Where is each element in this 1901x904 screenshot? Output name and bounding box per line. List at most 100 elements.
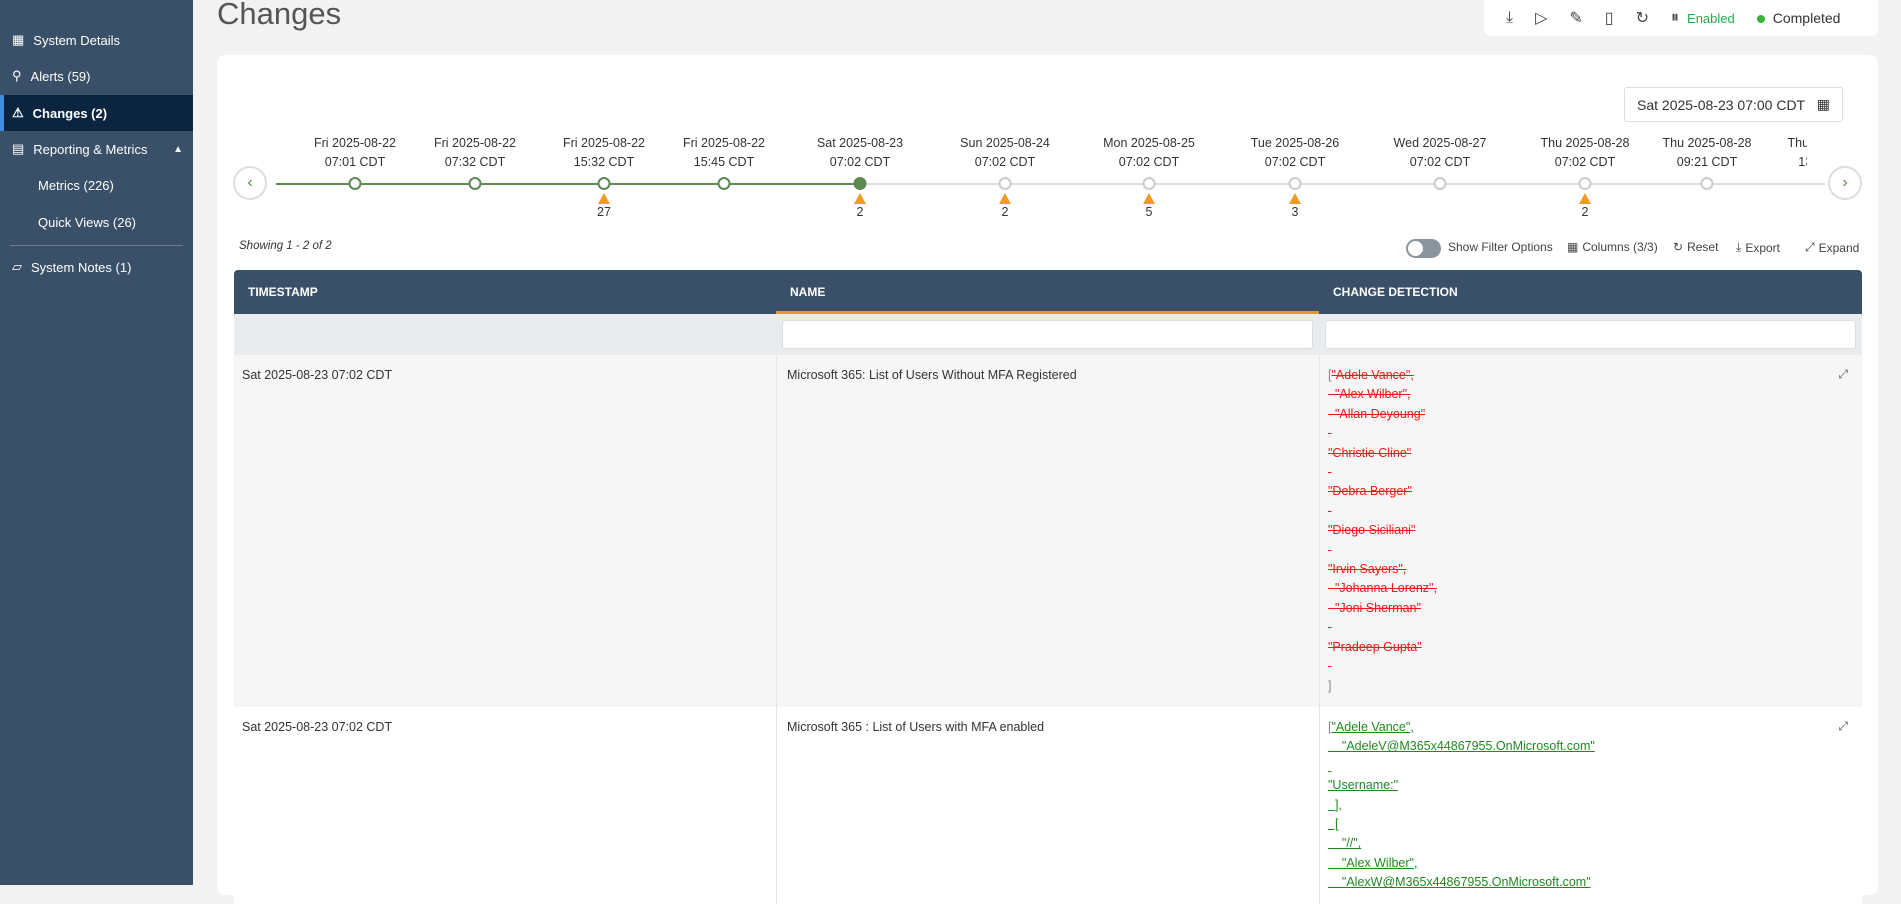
sidebar-item-metrics[interactable]: Metrics (226) [38, 177, 114, 193]
grid-icon: ▦ [1567, 240, 1579, 254]
change-filter-input[interactable] [1325, 320, 1856, 349]
change-line-wrap: "Debra Berger" [1328, 482, 1854, 501]
timeline-day: Thu 2025-08-28 [1540, 136, 1630, 150]
timestamp-cell: Sat 2025-08-23 07:02 CDT [242, 368, 393, 382]
timeline-day: Thu 2025-08-28 [1662, 136, 1752, 150]
change-line-wrap: "Alex Wilber", [1328, 854, 1854, 873]
pause-icon[interactable]: ⏸ [1671, 9, 1680, 26]
columns-button[interactable]: ▦ Columns (3/3) [1567, 240, 1658, 254]
timeline-time: 07:32 CDT [444, 155, 506, 169]
sidebar-item-changes[interactable]: ⚠ Changes (2) [0, 95, 193, 131]
document-icon[interactable]: ▯ [1604, 10, 1614, 27]
timeline-label: Thu 2025-08-28 09:21 CDT [1663, 134, 1752, 172]
column-timestamp[interactable]: TIMESTAMP [248, 285, 318, 299]
expand-icon[interactable]: ⤢ [1838, 719, 1848, 733]
change-line: ], [1328, 797, 1342, 812]
timeline-day: Fri 2025-08-22 [314, 136, 396, 150]
change-line-wrap [1328, 463, 1854, 482]
timeline-prev-button[interactable]: ‹ [233, 166, 267, 200]
timeline-next-button[interactable]: › [1828, 166, 1862, 200]
export-button[interactable]: ⤓ Export [1736, 240, 1780, 255]
warning-icon: ⚠ [12, 105, 24, 120]
change-line-wrap [1328, 541, 1854, 560]
change-line: "Alex Wilber", [1328, 387, 1411, 402]
showing-count: Showing 1 - 2 of 2 [239, 240, 332, 252]
timestamp-cell: Sat 2025-08-23 07:02 CDT [242, 720, 393, 734]
change-line [1328, 620, 1331, 634]
change-line-wrap: "Pradeep Gupta" [1328, 638, 1854, 657]
timeline-node[interactable] [853, 177, 867, 190]
change-marker-icon [1289, 193, 1301, 204]
timeline-day: Thu 20 [1788, 134, 1807, 153]
timeline-node[interactable] [1433, 177, 1447, 190]
change-line: "Adele Vance", [1331, 720, 1414, 734]
change-line-wrap: "Username:" [1328, 776, 1854, 795]
change-line: "Diego Siciliani" [1328, 523, 1416, 538]
change-line [1328, 543, 1331, 557]
change-line: "Irvin Sayers", [1328, 562, 1407, 577]
timeline-label: Wed 2025-08-27 07:02 CDT [1394, 134, 1487, 172]
timeline-node[interactable] [1288, 177, 1302, 190]
column-change-detection[interactable]: CHANGE DETECTION [1333, 285, 1458, 299]
filter-row [234, 314, 1862, 355]
name-cell: Microsoft 365: List of Users Without MFA… [776, 355, 1319, 707]
timeline-time: 15:45 CDT [693, 155, 755, 169]
play-icon[interactable]: ▷ [1535, 10, 1548, 27]
timeline-time: 07:02 CDT [974, 155, 1036, 169]
timeline-node[interactable] [597, 177, 611, 190]
refresh-icon[interactable]: ↻ [1635, 10, 1650, 27]
download-icon[interactable]: ⤓ [1506, 9, 1514, 26]
sidebar-item-quick-views[interactable]: Quick Views (26) [38, 214, 137, 230]
expand-icon[interactable]: ⤢ [1838, 367, 1848, 381]
change-line: "Adele Vance", [1331, 368, 1414, 382]
name-filter-input[interactable] [782, 320, 1313, 349]
change-marker-icon [1579, 193, 1591, 204]
filter-toggle[interactable] [1406, 239, 1441, 258]
expand-button[interactable]: ⤢ Expand [1805, 240, 1860, 255]
sidebar-item-reporting[interactable]: ▤ Reporting & Metrics ▲ [12, 141, 183, 157]
change-line-wrap: [ [1328, 815, 1854, 834]
change-line: [ [1328, 817, 1339, 832]
change-count: 2 [1001, 205, 1009, 219]
date-picker[interactable]: Sat 2025-08-23 07:00 CDT ▦ [1624, 87, 1843, 122]
timeline-node[interactable] [998, 177, 1012, 190]
timeline-label: Fri 2025-08-22 15:45 CDT [683, 134, 765, 172]
edit-icon[interactable]: ✎ [1569, 10, 1583, 27]
timeline-node[interactable] [348, 177, 362, 190]
change-line: "AdeleV@M365x44867955.OnMicrosoft.com" [1328, 739, 1595, 754]
change-line: "//", [1328, 836, 1362, 851]
change-cell: ⤢ ["Adele Vance", "Alex Wilber", "Allan D… [1319, 355, 1862, 707]
change-line-wrap: ["Adele Vance", [1328, 366, 1854, 385]
page-title: Changes [217, 0, 342, 31]
timeline-label: Tue 2025-08-26 07:02 CDT [1251, 134, 1340, 172]
sidebar: ▦ System Details ⚲ Alerts (59) ⚠ Changes (2… [0, 0, 193, 885]
change-line-wrap [1328, 657, 1854, 676]
change-marker-icon [999, 193, 1011, 204]
timeline-day: Fri 2025-08-22 [683, 136, 765, 150]
timeline-label: Fri 2025-08-22 07:32 CDT [434, 134, 516, 172]
sidebar-item-system-details[interactable]: ▦ System Details [12, 32, 120, 48]
timeline-node[interactable] [1700, 177, 1714, 190]
timeline-day: Sun 2025-08-24 [960, 136, 1050, 150]
timeline-time: 07:02 CDT [1264, 155, 1326, 169]
change-count: 3 [1291, 205, 1299, 219]
column-name[interactable]: NAME [776, 270, 1319, 314]
timeline-time: 07:01 CDT [324, 155, 386, 169]
timeline-time: 13: [1788, 153, 1807, 172]
table-row[interactable]: Sat 2025-08-23 07:02 CDT Microsoft 365 :… [234, 707, 1862, 904]
timeline-node[interactable] [1578, 177, 1592, 190]
sidebar-item-system-notes[interactable]: ▱ System Notes (1) [12, 259, 132, 275]
timeline-node[interactable] [1142, 177, 1156, 190]
change-line: ] [1328, 678, 1332, 693]
table-row[interactable]: Sat 2025-08-23 07:02 CDT Microsoft 365: … [234, 355, 1862, 707]
timeline-node[interactable] [717, 177, 731, 190]
toolbar: ⤓ ▷ ✎ ▯ ↻ ⏸ Enabled Completed [1484, 0, 1878, 36]
timeline-node[interactable] [468, 177, 482, 190]
reset-button[interactable]: ↻ Reset [1673, 240, 1719, 254]
change-line-wrap: "//", [1328, 834, 1854, 853]
sidebar-item-alerts[interactable]: ⚲ Alerts (59) [12, 68, 91, 84]
enabled-status[interactable]: Enabled [1687, 10, 1735, 26]
timeline-time: 07:02 CDT [829, 155, 891, 169]
timeline-day: Sat 2025-08-23 [816, 136, 904, 150]
timeline-time: 07:02 CDT [1554, 155, 1616, 169]
